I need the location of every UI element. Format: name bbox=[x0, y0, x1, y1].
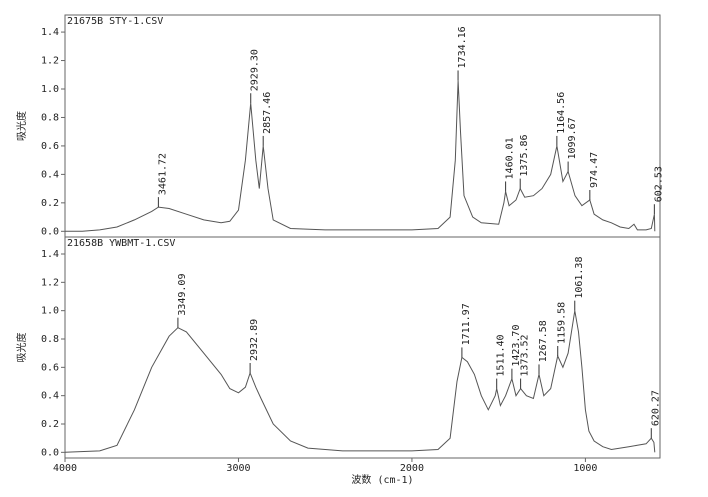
peak-label: 1159.58 bbox=[557, 302, 568, 344]
x-tick-label: 3000 bbox=[226, 463, 250, 474]
peak-label: 1373.52 bbox=[520, 334, 531, 376]
peak-label: 1423.70 bbox=[511, 325, 522, 367]
y-tick-label: 0.2 bbox=[41, 419, 59, 430]
y-tick-label: 0.6 bbox=[41, 141, 59, 152]
peak-label: 974.47 bbox=[589, 152, 600, 188]
y-tick-label: 1.4 bbox=[41, 249, 59, 260]
peak-label: 1099.67 bbox=[567, 117, 578, 159]
y-tick-label: 0.6 bbox=[41, 362, 59, 373]
spectrum-line bbox=[65, 80, 656, 232]
spectrum-line bbox=[64, 310, 656, 453]
chart-title: 21675B STY-1.CSV bbox=[67, 16, 163, 27]
peak-label: 3349.09 bbox=[177, 274, 188, 316]
peak-label: 1511.40 bbox=[496, 334, 507, 376]
peak-label: 3461.72 bbox=[157, 153, 168, 195]
x-tick-label: 1000 bbox=[573, 463, 597, 474]
y-tick-label: 1.4 bbox=[41, 27, 59, 38]
y-tick-label: 0.2 bbox=[41, 198, 59, 209]
peak-label: 2932.89 bbox=[249, 319, 260, 361]
y-tick-label: 0.0 bbox=[41, 447, 59, 458]
peak-label: 1267.58 bbox=[538, 320, 549, 362]
y-tick-label: 0.4 bbox=[41, 391, 59, 402]
y-tick-label: 0.8 bbox=[41, 334, 59, 345]
peak-label: 2857.46 bbox=[262, 92, 273, 134]
y-axis-label: 吸光度 bbox=[15, 333, 28, 363]
peak-label: 1460.01 bbox=[505, 137, 516, 179]
y-axis-label: 吸光度 bbox=[15, 111, 28, 141]
peak-label: 1061.38 bbox=[574, 257, 585, 299]
y-tick-label: 0.0 bbox=[41, 226, 59, 237]
y-tick-label: 0.8 bbox=[41, 112, 59, 123]
y-tick-label: 1.0 bbox=[41, 84, 59, 95]
y-tick-label: 1.2 bbox=[41, 277, 59, 288]
peak-label: 620.27 bbox=[650, 390, 661, 426]
plot-frame bbox=[64, 236, 661, 459]
peak-label: 1375.86 bbox=[519, 134, 530, 176]
peak-label: 1734.16 bbox=[457, 26, 468, 68]
y-tick-label: 0.4 bbox=[41, 169, 59, 180]
x-tick-label: 4000 bbox=[53, 463, 77, 474]
y-tick-label: 1.0 bbox=[41, 306, 59, 317]
peak-label: 1711.97 bbox=[461, 303, 472, 345]
peak-label: 602.53 bbox=[653, 166, 664, 202]
x-tick-label: 2000 bbox=[400, 463, 424, 474]
peak-label: 2929.30 bbox=[250, 49, 261, 91]
peak-label: 1164.56 bbox=[556, 92, 567, 134]
chart-title: 21658B YWBMT-1.CSV bbox=[67, 238, 175, 249]
y-tick-label: 1.2 bbox=[41, 56, 59, 67]
x-axis-label: 波数 (cm-1) bbox=[351, 473, 413, 486]
